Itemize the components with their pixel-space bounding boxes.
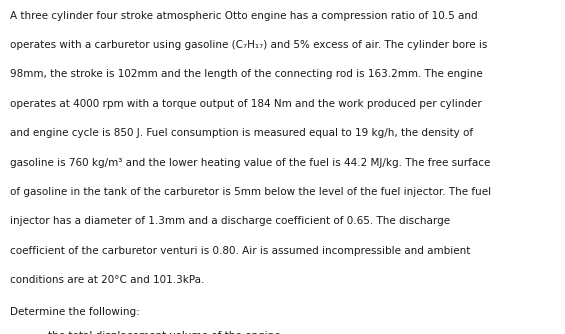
Text: •: • bbox=[35, 331, 42, 334]
Text: conditions are at 20°C and 101.3kPa.: conditions are at 20°C and 101.3kPa. bbox=[10, 275, 205, 285]
Text: Determine the following:: Determine the following: bbox=[10, 307, 140, 317]
Text: gasoline is 760 kg/m³ and the lower heating value of the fuel is 44.2 MJ/kg. The: gasoline is 760 kg/m³ and the lower heat… bbox=[10, 158, 490, 168]
Text: coefficient of the carburetor venturi is 0.80. Air is assumed incompressible and: coefficient of the carburetor venturi is… bbox=[10, 246, 471, 256]
Text: operates with a carburetor using gasoline (C₇H₁₇) and 5% excess of air. The cyli: operates with a carburetor using gasolin… bbox=[10, 40, 488, 50]
Text: 98mm, the stroke is 102mm and the length of the connecting rod is 163.2mm. The e: 98mm, the stroke is 102mm and the length… bbox=[10, 69, 483, 79]
Text: A three cylinder four stroke atmospheric Otto engine has a compression ratio of : A three cylinder four stroke atmospheric… bbox=[10, 11, 478, 21]
Text: injector has a diameter of 1.3mm and a discharge coefficient of 0.65. The discha: injector has a diameter of 1.3mm and a d… bbox=[10, 216, 450, 226]
Text: operates at 4000 rpm with a torque output of 184 Nm and the work produced per cy: operates at 4000 rpm with a torque outpu… bbox=[10, 99, 482, 109]
Text: and engine cycle is 850 J. Fuel consumption is measured equal to 19 kg/h, the de: and engine cycle is 850 J. Fuel consumpt… bbox=[10, 128, 473, 138]
Text: the total displacement volume of the engine,: the total displacement volume of the eng… bbox=[48, 331, 284, 334]
Text: of gasoline in the tank of the carburetor is 5mm below the level of the fuel inj: of gasoline in the tank of the carbureto… bbox=[10, 187, 492, 197]
